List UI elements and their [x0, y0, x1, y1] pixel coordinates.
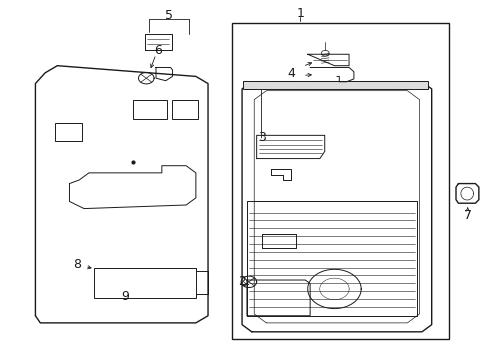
Bar [55, 123, 81, 141]
Bar [94, 267, 196, 298]
Text: 7: 7 [463, 209, 471, 222]
Text: 1: 1 [296, 8, 304, 21]
Text: 6: 6 [154, 44, 162, 57]
Text: 8: 8 [73, 258, 81, 271]
Bar [132, 100, 166, 119]
Bar [171, 100, 198, 119]
Text: 4: 4 [287, 67, 295, 80]
Text: 9: 9 [121, 289, 129, 303]
Bar [232, 23, 448, 339]
Bar [243, 81, 427, 89]
Text: 3: 3 [257, 131, 265, 144]
Text: 5: 5 [165, 9, 173, 22]
Text: 2: 2 [237, 275, 245, 288]
